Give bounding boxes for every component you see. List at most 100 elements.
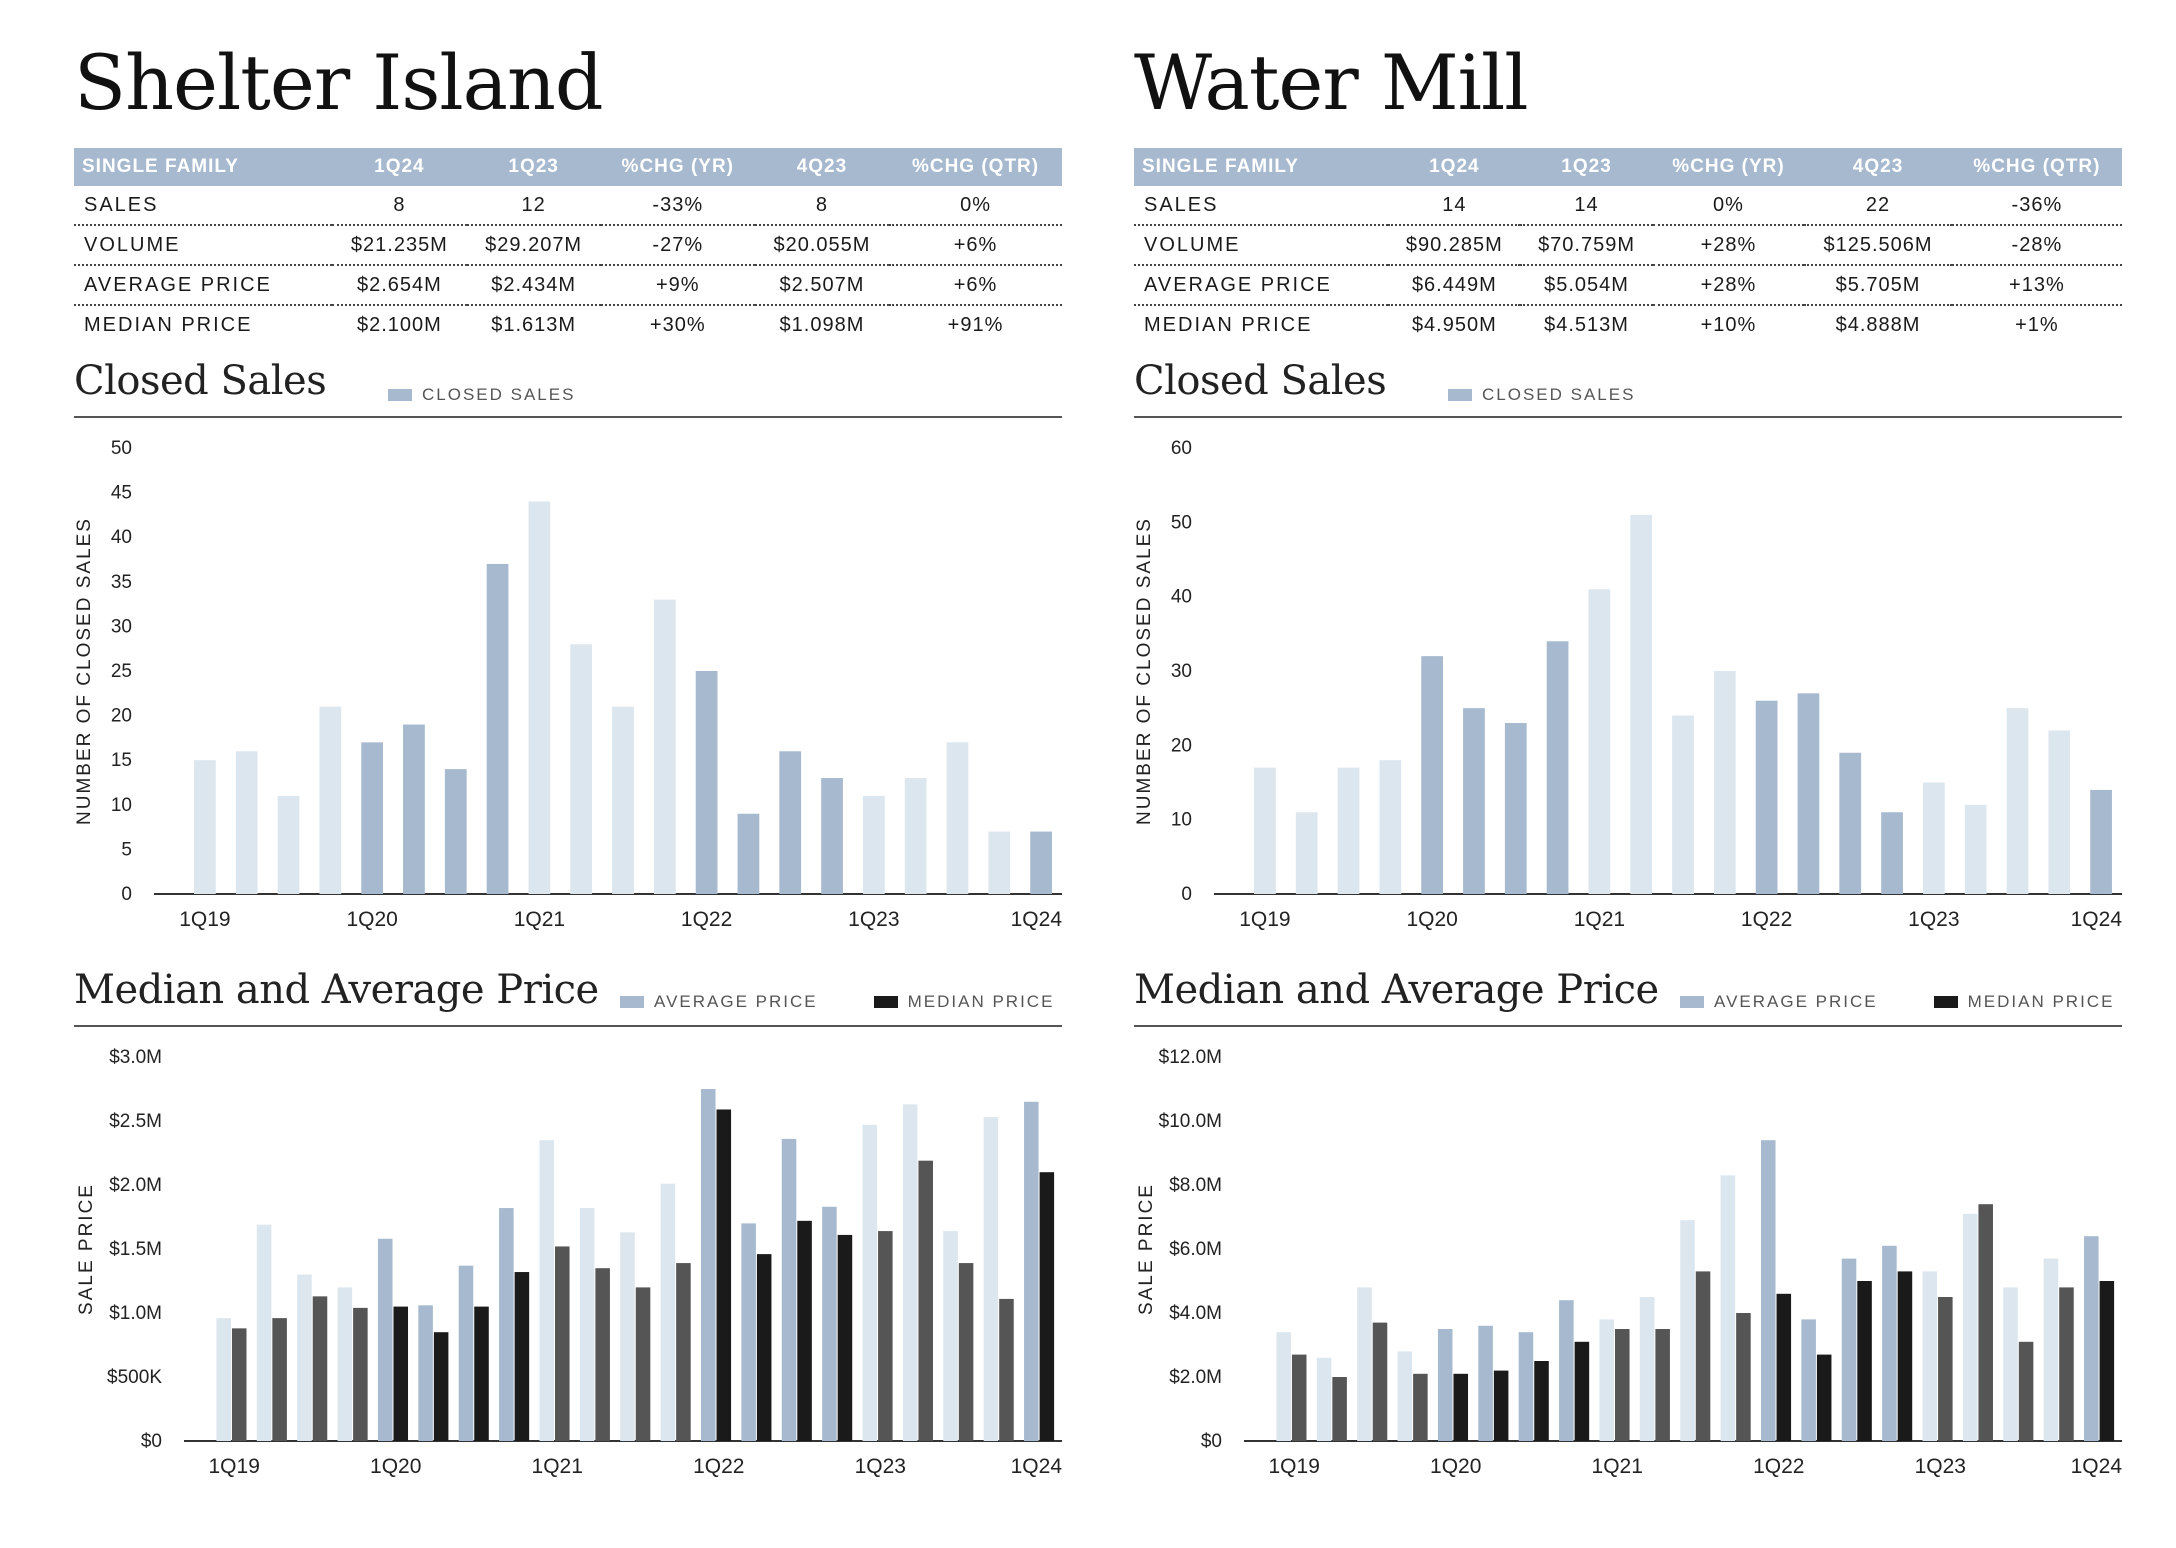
table-cell: +28% — [1652, 225, 1805, 266]
bar-average-price — [216, 1318, 231, 1441]
bar-average-price — [1962, 1213, 1978, 1441]
bar-average-price — [1024, 1101, 1039, 1441]
bar-average-price — [943, 1231, 958, 1441]
bar-closed-sales — [1839, 752, 1862, 894]
y-axis-title: NUMBER OF CLOSED SALES — [1134, 517, 1155, 825]
bar-median-price — [958, 1263, 974, 1441]
bar-median-price — [353, 1307, 368, 1441]
table-cell: $2.654M — [332, 265, 467, 306]
section-divider — [74, 1025, 1062, 1027]
bar-average-price — [1357, 1287, 1372, 1441]
bar-median-price — [635, 1287, 651, 1441]
bar-average-price — [1559, 1300, 1574, 1441]
y-tick-label: $4.0M — [1169, 1303, 1222, 1324]
y-tick-label: $500K — [107, 1367, 162, 1388]
bar-average-price — [1437, 1329, 1453, 1441]
bar-median-price — [2099, 1281, 2115, 1441]
table-cell: -36% — [1951, 186, 2122, 226]
bar-median-price — [595, 1268, 610, 1441]
y-tick-label: 25 — [111, 661, 132, 682]
closed-sales-legend: CLOSED SALES — [1448, 385, 1635, 405]
table-cell: $5.705M — [1804, 265, 1952, 306]
price-title: Median and Average Price — [74, 967, 599, 1013]
bar-closed-sales — [2048, 730, 2071, 894]
y-tick-label: 35 — [111, 572, 132, 593]
bar-average-price — [1680, 1220, 1695, 1441]
closed-sales-legend: CLOSED SALES — [388, 385, 575, 405]
legend-label: CLOSED SALES — [1482, 385, 1636, 404]
bar-closed-sales — [1030, 831, 1052, 894]
bar-median-price — [514, 1272, 530, 1441]
y-tick-label: $3.0M — [109, 1047, 162, 1068]
x-tick-label: 1Q21 — [532, 1455, 583, 1478]
bar-closed-sales — [1588, 589, 1611, 894]
x-tick-label: 1Q20 — [1430, 1455, 1481, 1478]
bar-average-price — [781, 1138, 797, 1441]
legend-label: CLOSED SALES — [422, 385, 576, 404]
bar-median-price — [716, 1109, 732, 1441]
bar-closed-sales — [1463, 708, 1485, 894]
bar-median-price — [1615, 1329, 1630, 1441]
y-tick-label: $6.0M — [1169, 1239, 1222, 1260]
bar-average-price — [1599, 1319, 1615, 1441]
x-tick-label: 1Q23 — [1915, 1455, 1966, 1478]
x-tick-label: 1Q21 — [514, 908, 565, 931]
table-cell: SALES — [1134, 186, 1389, 226]
table-cell: +6% — [889, 265, 1062, 306]
y-tick-label: $2.5M — [109, 1111, 162, 1132]
bar-closed-sales — [528, 501, 551, 894]
table-cell: -27% — [600, 225, 755, 266]
bar-average-price — [902, 1104, 918, 1441]
bar-median-price — [1978, 1204, 1993, 1441]
bar-median-price — [393, 1306, 409, 1441]
section-divider — [1134, 416, 2122, 418]
table-cell: MEDIAN PRICE — [84, 313, 253, 336]
bar-median-price — [555, 1246, 570, 1441]
x-tick-label: 1Q19 — [179, 908, 230, 931]
bar-median-price — [312, 1296, 328, 1441]
bar-average-price — [862, 1124, 878, 1441]
y-tick-label: 20 — [1171, 735, 1192, 756]
y-tick-label: $2.0M — [109, 1175, 162, 1196]
table-header: 4Q23 — [754, 148, 890, 186]
y-tick-label: $1.0M — [109, 1303, 162, 1324]
y-tick-label: 50 — [111, 438, 132, 459]
bar-closed-sales — [361, 742, 384, 894]
panel-water-mill: Water Mill SINGLE FAMILY 1Q24 1Q23 %CHG … — [1134, 0, 2124, 1548]
bar-closed-sales — [403, 724, 425, 894]
bar-closed-sales — [194, 760, 216, 894]
table-row: AVERAGE PRICE $2.654M $2.434M +9% $2.507… — [74, 265, 1062, 306]
bar-closed-sales — [988, 831, 1011, 894]
bar-closed-sales — [570, 644, 593, 894]
table-cell: $21.235M — [332, 225, 467, 266]
x-tick-label: 1Q19 — [209, 1455, 260, 1478]
section-divider — [74, 416, 1062, 418]
bar-average-price — [1760, 1140, 1776, 1441]
bar-average-price — [660, 1183, 676, 1441]
town-title: Water Mill — [1134, 38, 1529, 127]
table-cell: $2.507M — [754, 265, 890, 306]
x-tick-label: 1Q23 — [1908, 908, 1959, 931]
table-cell: $4.513M — [1544, 313, 1629, 336]
x-tick-label: 1Q22 — [1741, 908, 1792, 931]
table-cell: VOLUME — [74, 225, 333, 266]
bar-closed-sales — [946, 742, 969, 894]
table-row: SALES 8 12 -33% 8 0% — [74, 186, 1062, 226]
bar-average-price — [1720, 1175, 1736, 1441]
bar-closed-sales — [486, 563, 509, 894]
table-cell: 14 — [1388, 186, 1521, 226]
section-divider — [1134, 1025, 2122, 1027]
bar-average-price — [418, 1305, 433, 1441]
table-cell: $70.759M — [1520, 225, 1653, 266]
bar-average-price — [1518, 1332, 1534, 1441]
x-tick-label: 1Q23 — [855, 1455, 906, 1478]
bar-closed-sales — [1379, 760, 1402, 894]
bar-closed-sales — [737, 813, 760, 894]
bar-closed-sales — [695, 671, 718, 894]
bar-closed-sales — [1713, 671, 1736, 894]
table-cell: +9% — [600, 265, 755, 306]
y-tick-label: $12.0M — [1159, 1047, 1222, 1068]
bar-closed-sales — [653, 599, 676, 894]
bar-average-price — [2043, 1258, 2059, 1441]
x-tick-label: 1Q20 — [1406, 908, 1457, 931]
